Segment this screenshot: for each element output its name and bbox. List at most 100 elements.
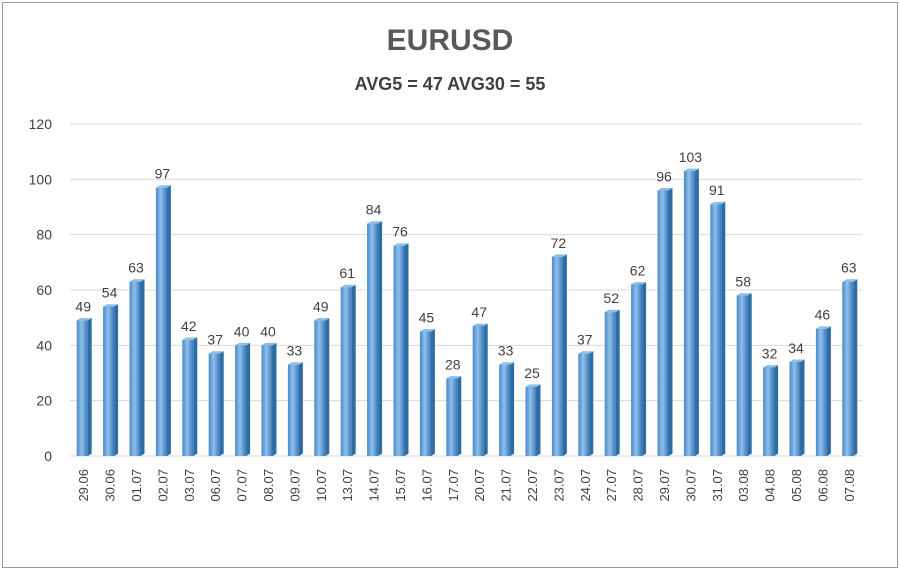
bar-front — [446, 378, 458, 456]
x-tick-label: 27.07 — [604, 469, 619, 502]
bar-front — [287, 364, 299, 456]
bar-top — [208, 351, 224, 354]
bar-top — [631, 282, 647, 285]
bar — [208, 351, 224, 456]
data-label: 25 — [524, 365, 540, 381]
bar-top — [367, 221, 383, 224]
bar-front — [340, 287, 352, 456]
bar-side — [246, 342, 251, 456]
bar-top — [76, 318, 92, 321]
bar-side — [298, 362, 303, 456]
bar-side — [272, 342, 277, 456]
bar-top — [525, 384, 541, 387]
bar — [789, 359, 805, 456]
data-label: 76 — [392, 224, 408, 240]
bar-side — [430, 329, 435, 456]
data-label: 33 — [287, 343, 303, 359]
data-label: 45 — [419, 310, 435, 326]
bar — [710, 201, 726, 456]
bar — [103, 304, 119, 456]
bar — [287, 362, 303, 456]
bar-front — [472, 325, 484, 456]
bar-top — [683, 168, 699, 172]
bar — [235, 342, 251, 456]
bar-side — [325, 318, 330, 456]
data-label: 33 — [498, 343, 514, 359]
data-label: 97 — [155, 166, 171, 182]
bar-side — [457, 376, 462, 456]
data-label: 37 — [207, 332, 223, 348]
bar-side — [87, 318, 92, 456]
bar-front — [367, 223, 379, 456]
bar — [499, 362, 515, 456]
bar-top — [736, 293, 752, 296]
bar-top — [393, 243, 409, 246]
bar — [525, 384, 541, 456]
bar-side — [747, 293, 752, 456]
bar-top — [446, 376, 462, 379]
bar-side — [166, 185, 171, 456]
bar-side — [140, 279, 145, 456]
bar-front — [261, 345, 273, 456]
bar-side — [193, 337, 198, 456]
y-tick-label: 100 — [29, 171, 53, 187]
data-label: 63 — [841, 260, 857, 276]
x-tick-label: 07.08 — [842, 469, 857, 502]
bar-top — [789, 359, 805, 362]
bar-front — [604, 312, 616, 456]
data-label: 49 — [75, 298, 91, 314]
bar-front — [182, 339, 194, 456]
data-label: 40 — [234, 323, 250, 339]
chart-subtitle: AVG5 = 47 AVG30 = 55 — [354, 74, 546, 94]
data-label: 54 — [102, 285, 118, 301]
bar — [472, 323, 488, 456]
data-label: 84 — [366, 202, 382, 218]
x-tick-label: 01.07 — [129, 469, 144, 502]
y-tick-label: 40 — [36, 337, 52, 353]
bar — [393, 243, 409, 456]
bar-top — [763, 365, 779, 368]
bar — [842, 279, 858, 456]
data-label: 61 — [339, 265, 355, 281]
bar-side — [800, 359, 805, 456]
bar — [314, 318, 330, 456]
y-tick-label: 120 — [29, 116, 53, 132]
bar-side — [510, 362, 515, 456]
bar-front — [419, 331, 431, 456]
bar-top — [314, 318, 330, 321]
data-label: 37 — [577, 332, 593, 348]
data-label: 34 — [788, 340, 804, 356]
x-tick-label: 20.07 — [472, 469, 487, 502]
bar-top — [578, 351, 594, 354]
bar-top — [419, 329, 435, 332]
bars — [76, 168, 858, 457]
data-label: 91 — [709, 182, 725, 198]
data-label: 42 — [181, 318, 197, 334]
x-tick-label: 22.07 — [525, 469, 540, 502]
y-tick-label: 0 — [44, 448, 52, 464]
bar-front — [208, 353, 220, 456]
data-label: 72 — [551, 235, 567, 251]
bar — [261, 342, 277, 456]
bar-front — [657, 190, 669, 456]
x-tick-label: 29.07 — [657, 469, 672, 502]
bar — [446, 376, 462, 456]
bar-side — [351, 284, 356, 456]
data-label: 46 — [815, 307, 831, 323]
data-label: 47 — [471, 304, 487, 320]
bar-top — [657, 188, 673, 191]
data-label: 58 — [735, 274, 751, 290]
bar-front — [789, 361, 801, 456]
bar — [657, 188, 673, 456]
bar — [578, 351, 594, 456]
bar-top — [103, 304, 119, 307]
data-label: 96 — [656, 168, 672, 184]
y-tick-label: 80 — [36, 227, 52, 243]
chart-title: EURUSD — [386, 24, 514, 57]
bar-front — [235, 345, 247, 456]
bar — [129, 279, 145, 456]
data-label: 32 — [762, 345, 778, 361]
x-tick-label: 13.07 — [340, 469, 355, 502]
